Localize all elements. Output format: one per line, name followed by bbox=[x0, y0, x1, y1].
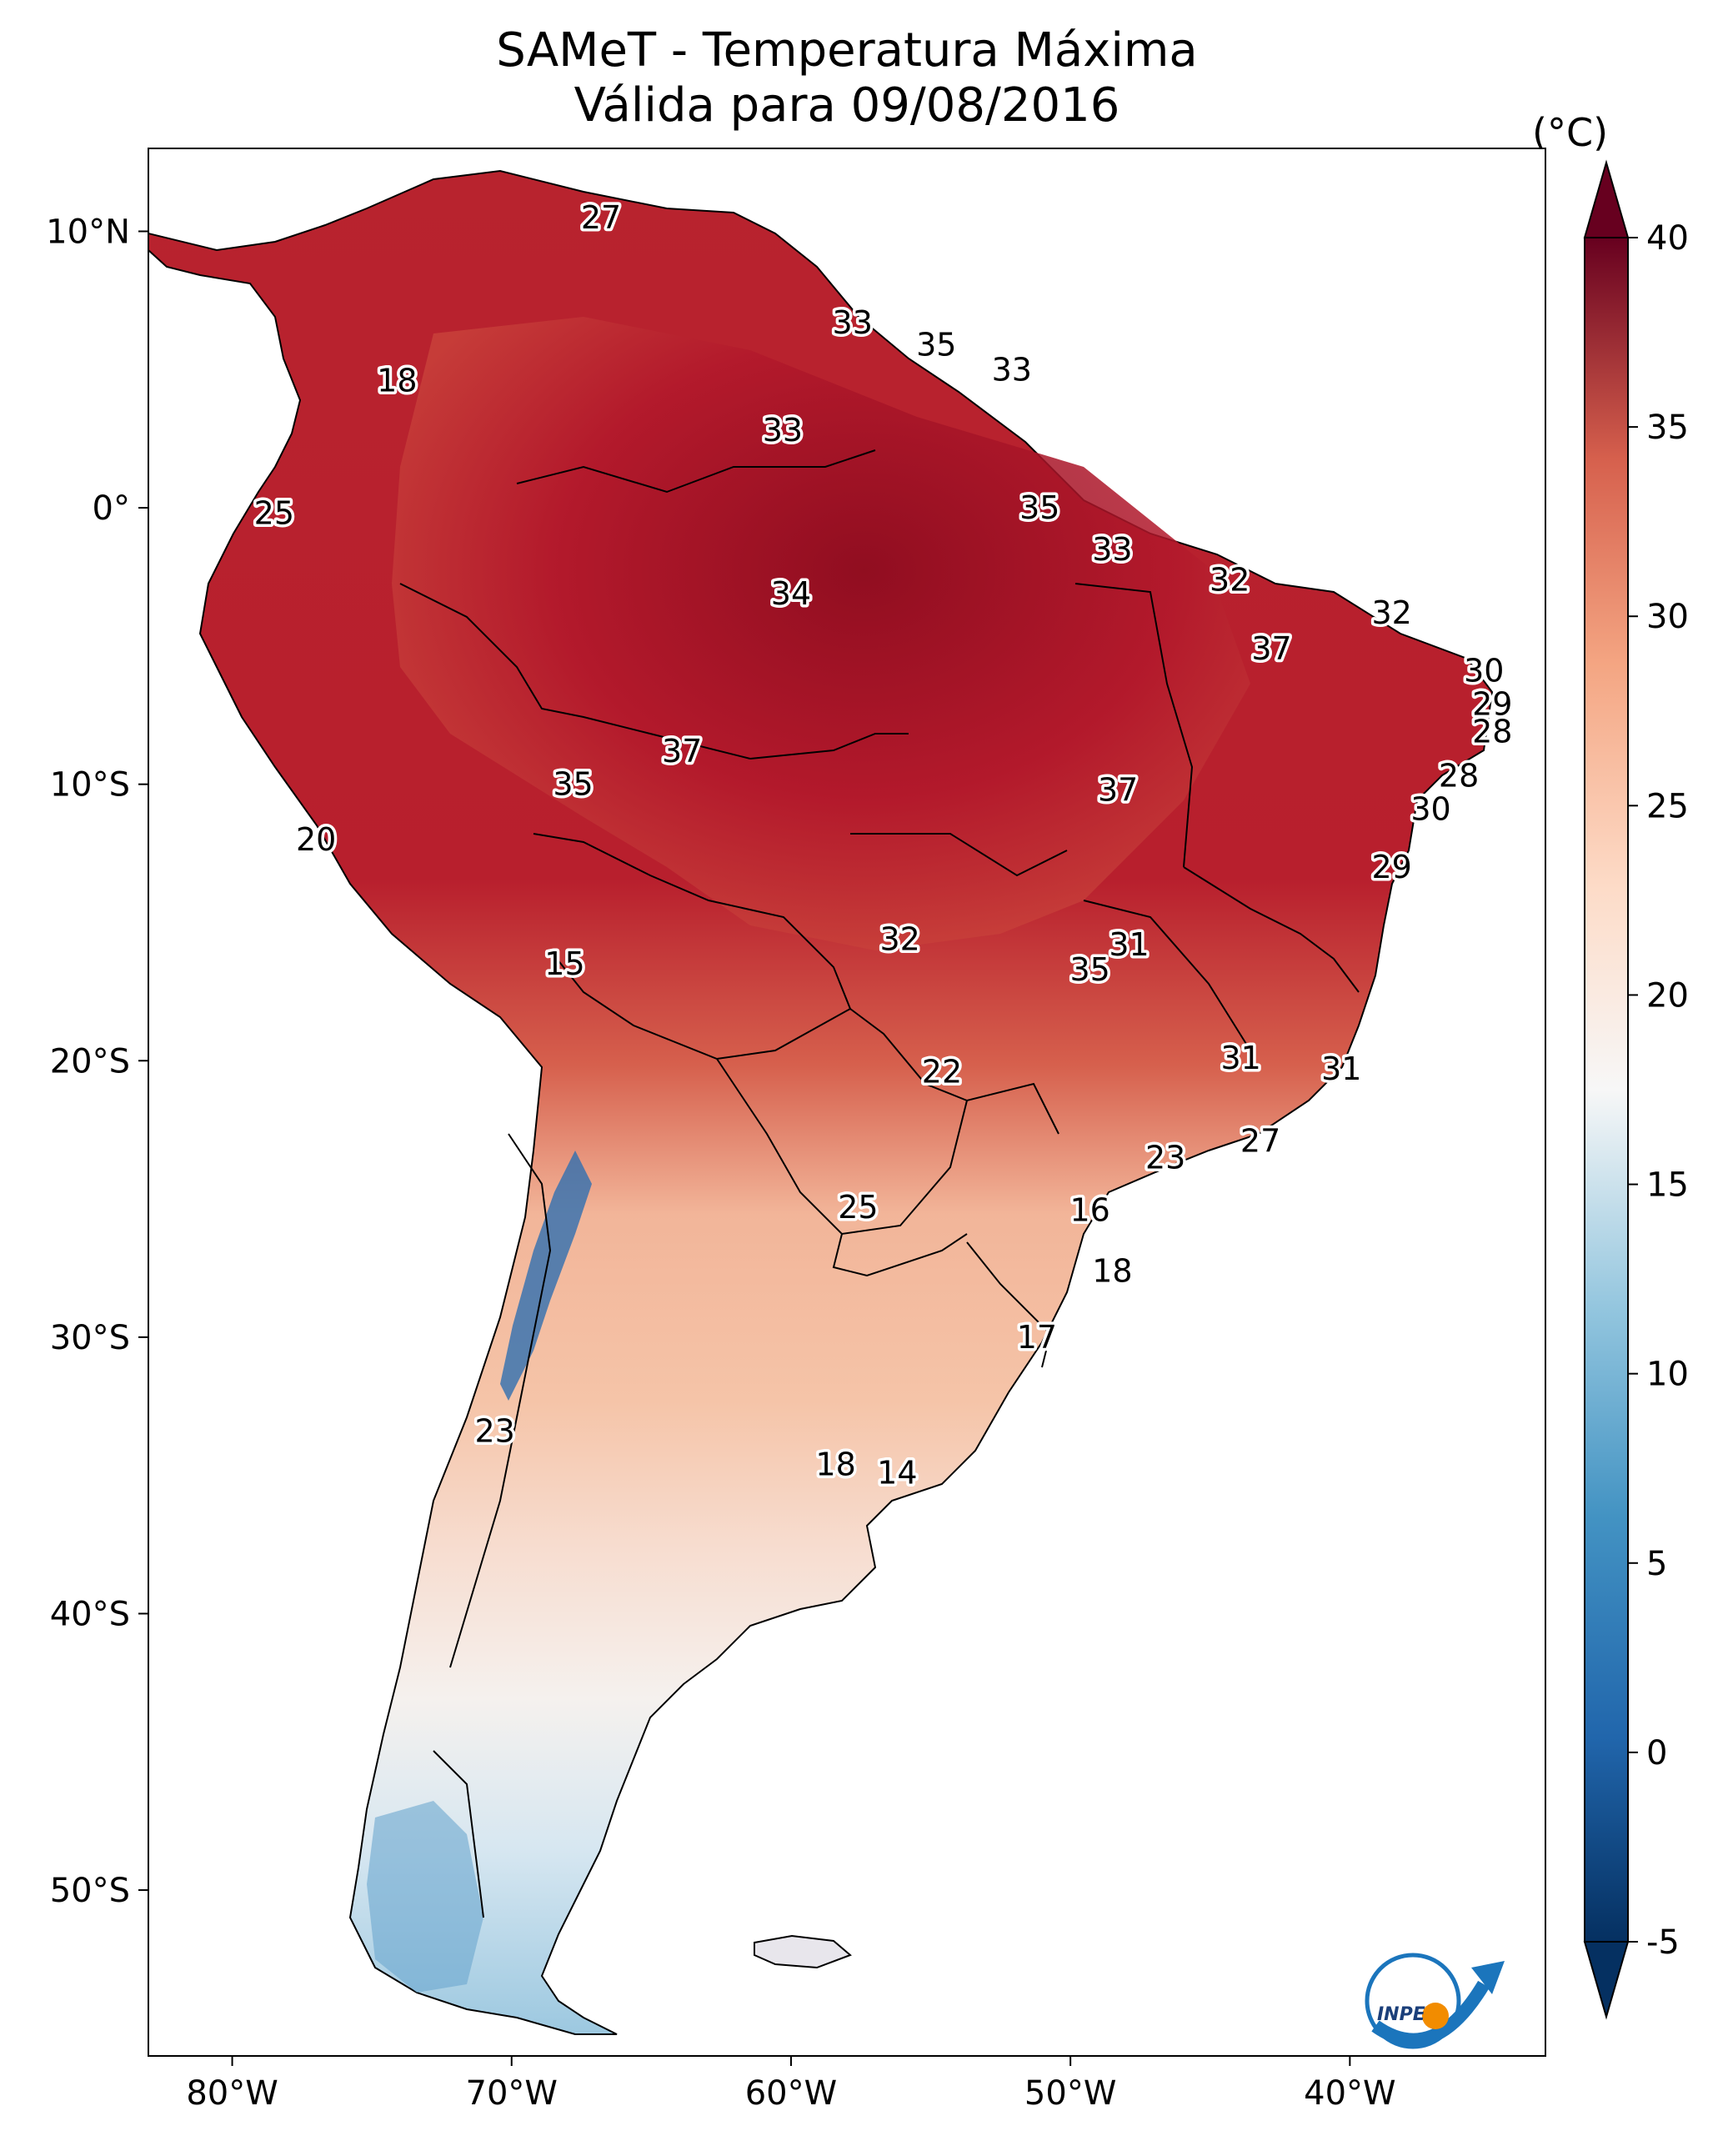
colorbar bbox=[1583, 159, 1630, 2020]
colorbar-tick-label: 0 bbox=[1646, 1734, 1667, 1772]
colorbar-tick-label: 5 bbox=[1646, 1545, 1667, 1583]
colorbar-tick-label: 20 bbox=[1646, 976, 1689, 1015]
city-temperature-label: 37 bbox=[1251, 630, 1291, 667]
patagonia-cool-region bbox=[367, 1801, 483, 1993]
colorbar-min-extension bbox=[1583, 1941, 1630, 2020]
city-temperature-label: 17 bbox=[1017, 1319, 1057, 1356]
plot-frame bbox=[148, 148, 1546, 2057]
city-temperature-label: 18 bbox=[1092, 1252, 1132, 1289]
lat-tick-label: 50°S bbox=[50, 1872, 130, 1910]
city-temperature-label: 32 bbox=[1210, 561, 1250, 598]
lon-tick-label: 50°W bbox=[1024, 2074, 1116, 2113]
lat-tick-label: 0° bbox=[93, 489, 130, 528]
colorbar-frame bbox=[1584, 237, 1629, 1943]
city-temperature-label: 33 bbox=[992, 351, 1032, 388]
lat-tick-label: 10°S bbox=[50, 766, 130, 805]
city-temperature-label: 33 bbox=[763, 412, 803, 449]
lon-tick-label: 70°W bbox=[466, 2074, 558, 2113]
colorbar-tick-label: 35 bbox=[1646, 409, 1689, 447]
city-temperature-label: 28 bbox=[1472, 714, 1512, 750]
colorbar-tick-label: -5 bbox=[1646, 1923, 1680, 1962]
city-temperature-label: 31 bbox=[1109, 926, 1149, 963]
city-temperature-label: 29 bbox=[1472, 686, 1512, 723]
colorbar-ticks: 40 35 30 25 20 15 10 5 0 -5 bbox=[1628, 219, 1689, 1962]
city-temperature-label: 28 bbox=[1439, 758, 1479, 795]
lon-tick-label: 80°W bbox=[186, 2074, 278, 2113]
map-subtitle: Válida para 09/08/2016 bbox=[573, 78, 1120, 133]
city-temperature-label: 31 bbox=[1321, 1050, 1361, 1087]
country-borders bbox=[399, 449, 1360, 1918]
city-temperature-label: 37 bbox=[662, 733, 702, 770]
city-temperature-label: 29 bbox=[1371, 849, 1411, 885]
city-temperature-label: 35 bbox=[1069, 951, 1109, 988]
city-temperature-label: 31 bbox=[1220, 1040, 1260, 1076]
city-temperature-label: 25 bbox=[838, 1189, 878, 1226]
city-temperature-label: 14 bbox=[877, 1454, 917, 1491]
lon-tick-label: 60°W bbox=[745, 2074, 837, 2113]
lat-tick-label: 40°S bbox=[50, 1595, 130, 1633]
city-temperature-label: 15 bbox=[544, 945, 584, 982]
city-temperature-label: 27 bbox=[581, 199, 621, 236]
city-temperature-label: 23 bbox=[1145, 1139, 1185, 1176]
city-temperature-label: 32 bbox=[1371, 594, 1411, 631]
axis-ticks: 80°W 70°W 60°W 50°W 40°W 10°N 0° 10°S 20°S 30°S 40… bbox=[46, 213, 1395, 2113]
city-temperature-label: 23 bbox=[474, 1413, 514, 1450]
city-temperature-label: 35 bbox=[553, 766, 593, 803]
falkland-islands bbox=[754, 1934, 852, 1969]
city-temperature-label: 18 bbox=[377, 363, 417, 399]
inpe-logo-text: INPE bbox=[1377, 2004, 1425, 2025]
colorbar-tick-label: 25 bbox=[1646, 787, 1689, 825]
city-temperature-label: 34 bbox=[771, 575, 811, 612]
colorbar-max-extension bbox=[1583, 159, 1630, 238]
city-temperature-label: 20 bbox=[296, 821, 336, 858]
city-temperature-label: 27 bbox=[1240, 1122, 1280, 1159]
city-temperature-label: 16 bbox=[1069, 1191, 1109, 1228]
city-temperature-label: 22 bbox=[922, 1054, 962, 1091]
colorbar-tick-label: 10 bbox=[1646, 1356, 1689, 1394]
city-temperature-label: 18 bbox=[815, 1446, 855, 1482]
map-title: SAMeT - Temperatura Máxima bbox=[496, 23, 1198, 78]
colorbar-tick-label: 15 bbox=[1646, 1166, 1689, 1205]
colorbar-gradient bbox=[1585, 238, 1628, 1942]
lon-tick-label: 40°W bbox=[1304, 2074, 1395, 2113]
city-temperature-label: 33 bbox=[833, 304, 873, 341]
city-temperature-label: 30 bbox=[1464, 653, 1504, 689]
city-temperature-label: 35 bbox=[916, 326, 956, 363]
colorbar-tick-label: 30 bbox=[1646, 598, 1689, 636]
city-temperature-label: 25 bbox=[254, 495, 294, 532]
colorbar-tick-label: 40 bbox=[1646, 219, 1689, 258]
city-temperature-label: 35 bbox=[1019, 489, 1059, 526]
city-temperature-label: 32 bbox=[880, 920, 920, 957]
continent-layer bbox=[148, 169, 1494, 2035]
lat-tick-label: 10°N bbox=[46, 213, 130, 251]
city-temperature-label: 37 bbox=[1098, 771, 1138, 808]
inpe-logo bbox=[1365, 1953, 1505, 2049]
city-temperature-label: 30 bbox=[1410, 791, 1450, 828]
lat-tick-label: 20°S bbox=[50, 1042, 130, 1081]
amazon-hot-region bbox=[392, 317, 1250, 950]
city-temperature-label: 33 bbox=[1092, 531, 1132, 568]
lat-tick-label: 30°S bbox=[50, 1319, 130, 1357]
